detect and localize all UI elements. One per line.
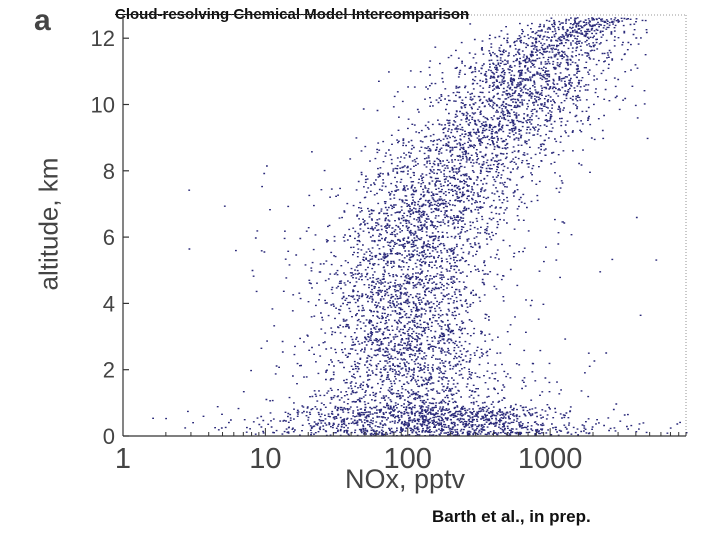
x-axis-title: NOx, pptv bbox=[344, 464, 466, 494]
axes: 0 2 4 6 8 10 12 1 10 100 1000 bbox=[91, 14, 687, 475]
y-axis-title: altitude, km bbox=[33, 157, 64, 291]
x-tick-label: 10 bbox=[249, 443, 281, 475]
y-tick-label: 8 bbox=[103, 159, 115, 184]
x-tick-label: 100 bbox=[384, 443, 432, 475]
scatter-points bbox=[152, 17, 688, 437]
x-tick-label: 1000 bbox=[518, 443, 583, 475]
citation: Barth et al., in prep. bbox=[432, 507, 591, 526]
chart-title: Cloud-resolving Chemical Model Intercomp… bbox=[115, 6, 470, 23]
panel-label: a bbox=[34, 4, 51, 37]
y-tick-label: 12 bbox=[91, 26, 115, 51]
y-tick-label: 4 bbox=[103, 291, 115, 316]
y-tick-label: 10 bbox=[91, 93, 115, 118]
y-tick-label: 2 bbox=[103, 358, 115, 383]
y-tick-label: 0 bbox=[103, 424, 115, 449]
y-tick-label: 6 bbox=[103, 225, 115, 250]
x-tick-label: 1 bbox=[115, 443, 131, 475]
scatter-points-layer bbox=[152, 17, 688, 437]
